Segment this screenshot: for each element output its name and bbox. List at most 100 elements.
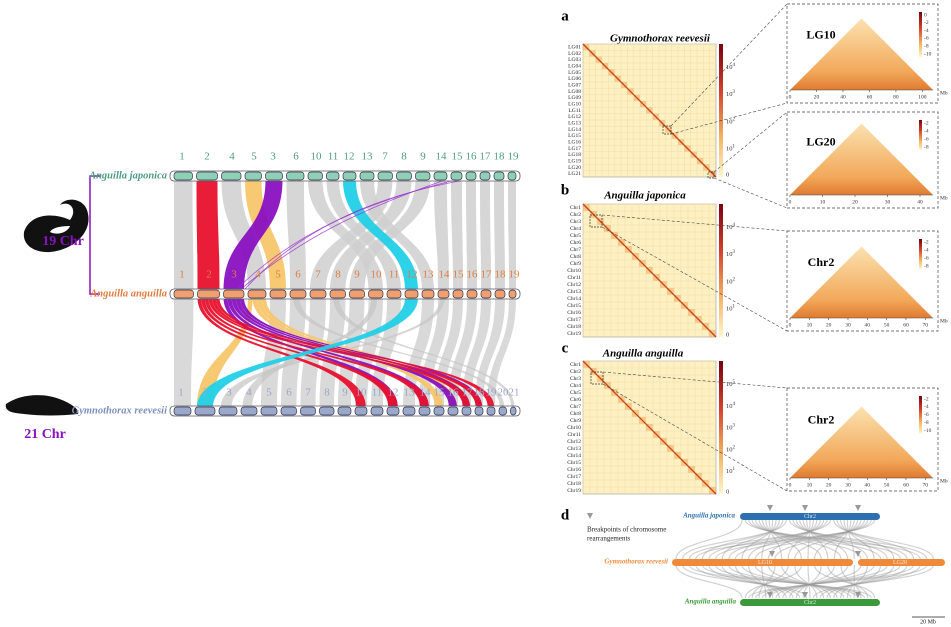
panel-letter: b (561, 182, 569, 198)
chromosome-bar (404, 289, 419, 299)
scale-label: 0 (726, 488, 729, 495)
synteny-ribbon (174, 298, 194, 407)
row-label: LG12 (568, 114, 581, 120)
row-label: Chr8 (570, 411, 581, 417)
synteny-line (843, 519, 875, 560)
chromosome-bar (386, 289, 402, 299)
synteny-line (789, 564, 849, 599)
synteny-ribbon (223, 180, 283, 290)
chromosome-number: 12 (407, 269, 418, 281)
row-label: Chr18 (567, 324, 581, 330)
row-label: Chr3 (570, 219, 581, 225)
x-tick-label: 30 (845, 482, 851, 488)
connector (713, 111, 788, 173)
row-label: LG20 (568, 165, 581, 171)
row-label: Chr3 (570, 376, 581, 382)
synteny-ribbon (221, 180, 266, 290)
row-label: LG07 (568, 82, 581, 88)
row-label: LG14 (568, 127, 581, 133)
x-tick-label: 30 (885, 199, 891, 205)
chromosome-bar (433, 171, 448, 181)
breakpoint-marker (802, 592, 808, 598)
synteny-line (744, 519, 921, 560)
scale-base: 10 (726, 224, 733, 231)
scale-label: 104 (726, 223, 736, 231)
synteny-line (806, 519, 829, 560)
row-label: LG09 (568, 95, 581, 101)
contact-triangle (790, 123, 933, 195)
breakpoint-marker (802, 505, 808, 511)
row-label: LG19 (568, 158, 581, 164)
chromosome-count: 19 Chr (42, 234, 84, 249)
zoom-scale-label: -2 (924, 239, 929, 245)
synteny-line (741, 519, 777, 560)
scale-base: 10 (726, 469, 733, 476)
x-tick-label: 40 (865, 482, 871, 488)
chromosome-bar (672, 559, 853, 566)
chromosome-number: 15 (452, 151, 464, 163)
x-tick-label: 80 (893, 94, 899, 100)
row-label: LG21 (568, 171, 581, 177)
scale-exponent: 1 (733, 145, 736, 150)
chromosome-number: 4 (255, 269, 261, 281)
synteny-line (754, 519, 865, 560)
chromosome-number: 2 (202, 387, 208, 399)
scale-label: 103 (726, 250, 736, 258)
chromosome-number: 2 (206, 269, 212, 281)
chromosome-bar (370, 406, 384, 416)
synteny-line (721, 564, 787, 599)
scale-base: 10 (726, 306, 733, 313)
synteny-ribbon (227, 298, 429, 407)
scale-label: 0 (726, 171, 729, 178)
zoom-title: Chr2 (808, 413, 835, 427)
synteny-line (751, 519, 882, 560)
synteny-line (812, 564, 934, 599)
synteny-line (836, 519, 915, 560)
scale-label: 0 (726, 331, 729, 338)
row-label: Chr19 (567, 488, 581, 494)
x-tick-label: 0 (789, 482, 792, 488)
chromosome-number: 1 (178, 387, 184, 399)
chromosome-number: 11 (328, 151, 339, 163)
synteny-ribbon (220, 298, 445, 407)
breakpoint-marker (767, 592, 773, 598)
synteny-ribbon (204, 298, 429, 407)
synteny-line (814, 519, 855, 560)
synteny-line (840, 564, 882, 599)
scale-label: 105 (726, 380, 736, 388)
connector (601, 226, 788, 332)
zoom-scale-label: -8 (924, 43, 929, 49)
chromosome-number: 7 (315, 269, 321, 281)
row-label: Chr8 (570, 254, 581, 260)
zoom-color-bar (919, 396, 922, 434)
chromosome-number: 19 (509, 269, 521, 281)
chromosome-bar (240, 406, 258, 416)
synteny-line (792, 519, 908, 560)
chromosome-bar (368, 289, 384, 299)
x-tick-label: 20 (826, 482, 832, 488)
chromosome-number: 8 (401, 151, 407, 163)
scale-base: 10 (726, 447, 733, 454)
row-label: LG17 (568, 146, 581, 152)
synteny-line (734, 519, 869, 560)
chromosome-bar (450, 171, 463, 181)
chromosome-bar (329, 289, 346, 299)
chromosome-bar (218, 406, 238, 416)
x-tick-label: 0 (789, 199, 792, 205)
heatmap-diagonal (582, 360, 717, 495)
row-label: Chr10 (567, 268, 581, 274)
synteny-line (833, 519, 934, 560)
chromosome-number: 10 (356, 387, 368, 399)
zoom-scale-label: -4 (924, 247, 929, 253)
synteny-line (734, 564, 780, 599)
scale-bar-label: 20 Mb (920, 619, 936, 625)
synteny-line (728, 519, 825, 560)
scale-label: 101 (726, 467, 736, 475)
row-label: Chr2 (570, 212, 581, 218)
row-label: Chr16 (567, 310, 581, 316)
chromosome-bar (377, 171, 393, 181)
synteny-ribbon (355, 298, 383, 407)
synteny-ribbon (466, 180, 477, 290)
synteny-line (799, 519, 868, 560)
x-tick-label: 0 (789, 94, 792, 100)
